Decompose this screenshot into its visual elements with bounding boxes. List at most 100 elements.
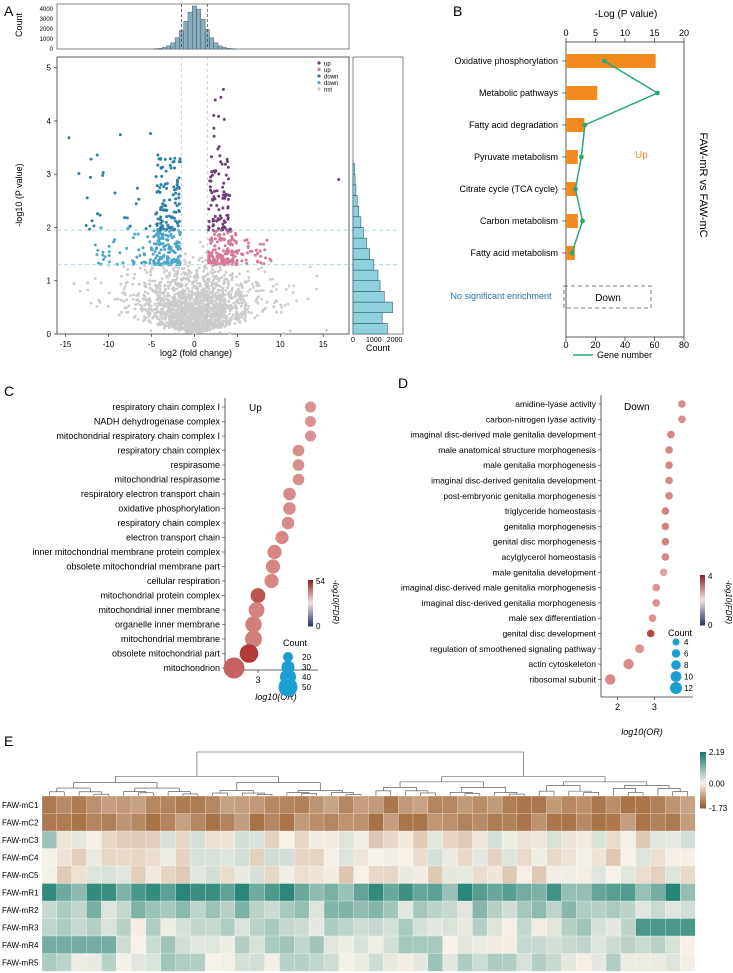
colorbar-segment (700, 575, 705, 578)
heatmap-cell (427, 830, 444, 849)
heatmap-cell (86, 935, 102, 954)
down-light-point (156, 260, 160, 264)
heatmap-cell (175, 848, 191, 867)
up-strong-point (223, 162, 227, 166)
up-light-point (246, 244, 250, 248)
heatmap-cell (665, 795, 681, 814)
down-strong-point (168, 198, 172, 202)
heatmap-cell (650, 865, 666, 884)
heatmap-colorbar-segment (700, 775, 706, 779)
heatmap-cell (635, 918, 651, 937)
heatmap-cell (56, 900, 73, 919)
term-label: male anatomical structure morphogenesis (438, 445, 596, 455)
nst-point (239, 298, 243, 302)
pathway-bar (566, 86, 598, 100)
nst-point (214, 299, 218, 302)
nst-point (116, 297, 120, 301)
term-dot (667, 430, 675, 439)
heatmap-row-label: FAW-mR4 (2, 941, 39, 950)
heatmap-cell (368, 883, 384, 902)
legend-label: up (324, 62, 331, 68)
heatmap-cell (101, 883, 117, 902)
up-light-point (213, 237, 217, 241)
heatmap-cell (234, 900, 251, 919)
heatmap-cell (190, 830, 206, 849)
heatmap-cell (561, 918, 577, 937)
term-label: mitochondrial respirasome (114, 475, 220, 485)
nst-point (177, 282, 181, 285)
colorbar-segment (308, 582, 313, 586)
heatmap-cell (516, 865, 533, 884)
colorbar-segment (308, 623, 313, 627)
down-strong-point (175, 178, 179, 182)
down-strong-point (96, 212, 99, 216)
up-strong-point (221, 185, 225, 189)
nst-point (170, 287, 174, 291)
nst-point (250, 311, 254, 315)
heatmap-cell (190, 813, 206, 832)
heatmap-cell (353, 813, 369, 832)
nst-point (186, 292, 190, 296)
heatmap-cell (412, 953, 429, 972)
down-light-point (126, 227, 130, 231)
panel-label-d: D (398, 375, 408, 391)
heatmap-cell (427, 953, 444, 972)
heatmap-cell (116, 848, 132, 867)
down-light-point (155, 242, 158, 246)
nst-point (190, 314, 194, 318)
down-strong-point (173, 227, 177, 231)
heatmap-cell (620, 900, 637, 919)
count-legend-label: 40 (302, 673, 311, 682)
heatmap-cell (487, 813, 503, 832)
heatmap-cell (546, 918, 562, 937)
nst-point (207, 300, 210, 303)
nst-point (227, 306, 231, 310)
heatmap-cell (160, 830, 176, 849)
nst-point (136, 318, 140, 321)
nst-point (265, 300, 269, 304)
heatmap-cell (457, 848, 473, 867)
heatmap-cells (41, 795, 696, 972)
nst-point (195, 321, 199, 325)
nst-point (132, 276, 136, 280)
nst-point (218, 295, 221, 298)
nst-point (154, 291, 158, 295)
heatmap-cell (205, 953, 221, 972)
heatmap-cell (234, 953, 251, 972)
top-axis-tick-label: 0 (563, 28, 568, 38)
y-tick-label: 3 (47, 170, 52, 179)
heatmap-cell (590, 953, 607, 972)
nst-point (173, 273, 177, 277)
nst-point (151, 290, 155, 293)
up-light-point (246, 251, 249, 255)
heatmap-cell (650, 900, 666, 919)
top-histogram-bar (213, 42, 219, 50)
nst-point (206, 281, 210, 285)
nst-point (201, 245, 205, 248)
heatmap-cell (665, 813, 681, 832)
term-label: regulation of smoothened signaling pathw… (430, 644, 597, 654)
nst-point (202, 302, 206, 306)
nst-point (288, 329, 292, 333)
heatmap-cell (576, 865, 592, 884)
up-strong-point (207, 220, 211, 223)
pathway-label: Fatty acid degradation (469, 120, 558, 130)
colorbar-segment (308, 621, 313, 625)
term-label: genital disc development (502, 629, 596, 639)
nst-point (207, 287, 211, 291)
down-strong-point (177, 192, 181, 196)
colorbar-segment (700, 602, 705, 606)
heatmap-cell (442, 918, 458, 937)
down-light-point (131, 236, 135, 240)
down-light-point (165, 260, 169, 264)
up-strong-point (213, 197, 217, 201)
heatmap-cell (130, 918, 147, 937)
heatmap-cell (412, 830, 429, 849)
term-dot (659, 568, 668, 577)
nst-point (126, 267, 130, 271)
heatmap-cell (680, 795, 696, 814)
nst-point (246, 290, 250, 293)
up-light-point (210, 239, 214, 243)
